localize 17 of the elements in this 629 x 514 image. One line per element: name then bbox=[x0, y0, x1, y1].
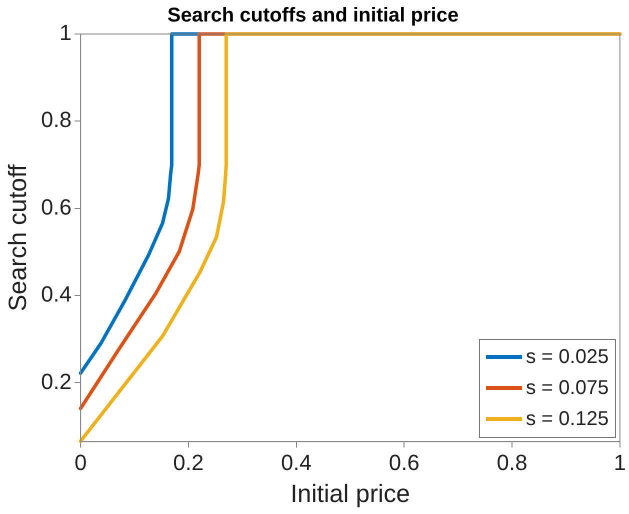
x-tick-label: 0.6 bbox=[388, 450, 420, 475]
legend-label: s = 0.125 bbox=[526, 406, 609, 432]
x-tick-label: 0.8 bbox=[496, 450, 528, 475]
y-tick-label: 0.2 bbox=[40, 368, 72, 394]
y-tick-label: 0.6 bbox=[40, 194, 72, 220]
x-tick-label: 0 bbox=[74, 450, 87, 475]
x-tick-label: 0.4 bbox=[281, 450, 312, 475]
y-tick-label: 0.8 bbox=[40, 107, 72, 132]
legend-label: s = 0.075 bbox=[526, 376, 609, 401]
chart-title: Search cutoffs and initial price bbox=[167, 4, 459, 27]
x-axis-title: Initial price bbox=[290, 480, 410, 508]
legend-label: s = 0.025 bbox=[526, 344, 609, 370]
x-tick-label: 0.2 bbox=[173, 450, 204, 475]
y-axis-title: Search cutoff bbox=[4, 164, 32, 312]
x-tick-label: 1 bbox=[614, 450, 626, 475]
y-tick-label: 0.4 bbox=[40, 282, 72, 307]
y-tick-label: 1 bbox=[59, 20, 72, 46]
